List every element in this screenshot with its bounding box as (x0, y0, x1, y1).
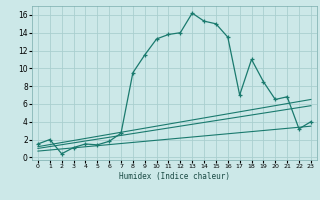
X-axis label: Humidex (Indice chaleur): Humidex (Indice chaleur) (119, 172, 230, 181)
